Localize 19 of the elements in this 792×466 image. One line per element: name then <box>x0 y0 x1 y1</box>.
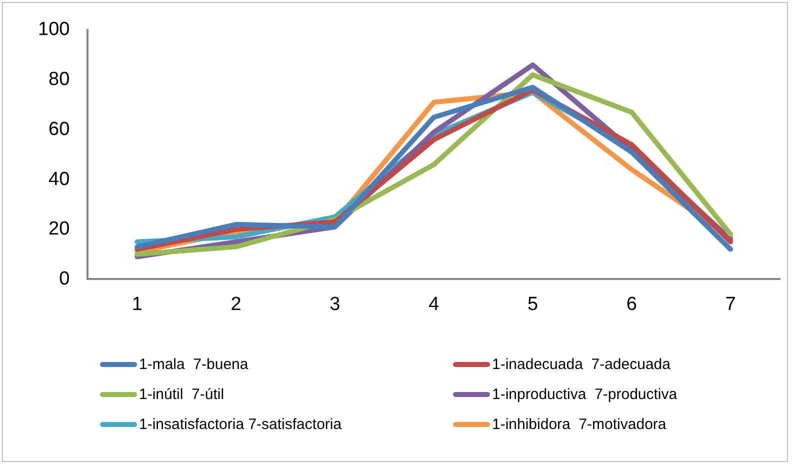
x-tick-label: 7 <box>725 294 736 315</box>
x-tick-label: 6 <box>626 294 637 315</box>
y-tick-label: 20 <box>48 218 70 240</box>
x-tick-label: 2 <box>230 294 242 315</box>
y-tick-label: 60 <box>48 118 70 140</box>
legend-label: 1-inadecuada 7-adecuada <box>492 356 670 372</box>
legend-label: 1-inproductiva 7-productiva <box>492 386 678 402</box>
x-tick-label: 4 <box>428 294 440 315</box>
y-tick-label: 100 <box>38 19 70 40</box>
x-tick-label: 5 <box>527 294 538 315</box>
x-tick-label: 3 <box>330 294 340 315</box>
legend-label: 1-inhibidora 7-motivadora <box>492 416 666 432</box>
legend-label: 1-insatisfactoria 7-satisfactoria <box>139 416 342 432</box>
legend-label: 1-mala 7-buena <box>139 356 248 372</box>
y-tick-label: 80 <box>48 69 70 90</box>
y-tick-label: 0 <box>59 268 70 290</box>
x-tick-label: 1 <box>132 294 142 315</box>
y-tick-label: 40 <box>48 168 70 190</box>
legend-label: 1-inútil 7-útil <box>139 386 224 402</box>
